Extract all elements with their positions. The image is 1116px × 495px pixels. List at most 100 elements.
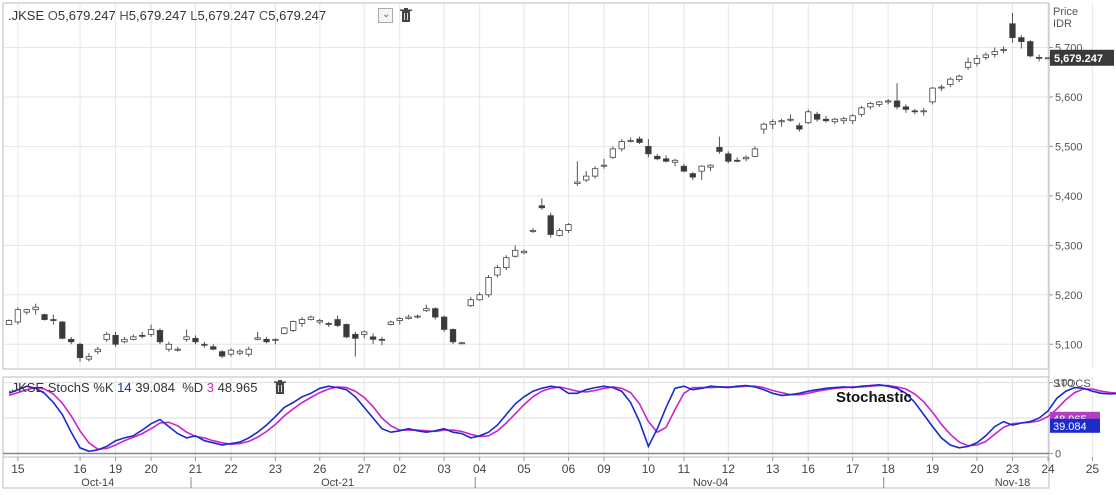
candle-body xyxy=(68,338,75,343)
open-value: 5,679.247 xyxy=(57,8,116,23)
candle-body xyxy=(982,54,989,58)
candle-body xyxy=(885,100,892,103)
date-tick-label: 02 xyxy=(393,462,407,476)
candle-body xyxy=(964,61,972,68)
candle-body xyxy=(902,106,910,110)
candle-body xyxy=(680,165,688,172)
open-label: O xyxy=(47,8,58,23)
price-dropdown-button[interactable]: ⌄ xyxy=(378,8,393,23)
k-value-badge xyxy=(1050,418,1100,433)
candle-body xyxy=(636,138,643,143)
candle-body xyxy=(689,173,696,178)
candle-body xyxy=(272,338,279,341)
date-tick-label: 25 xyxy=(1086,462,1100,476)
candle-body xyxy=(50,319,57,321)
candle-body xyxy=(609,148,617,158)
date-tick-label: 09 xyxy=(597,462,611,476)
candle-body xyxy=(973,57,981,64)
stoch-legend: .JKSE StochS %K 14 39.084 %D 3 48.965 xyxy=(8,380,257,395)
date-tick-label: 21 xyxy=(189,462,203,476)
candle-body xyxy=(529,230,537,232)
candle-body xyxy=(938,86,945,89)
candle-body xyxy=(805,111,812,124)
date-tick-label: 05 xyxy=(517,462,531,476)
candle-body xyxy=(1027,41,1034,57)
candle-body xyxy=(245,348,252,355)
last-price-badge xyxy=(1050,49,1114,66)
candle-body xyxy=(813,113,821,120)
date-tick-label: 22 xyxy=(224,462,238,476)
chevron-down-icon: ⌄ xyxy=(382,9,391,20)
candle-body xyxy=(32,306,39,311)
close-value: 5,679.247 xyxy=(268,8,327,23)
close-label: C xyxy=(258,8,269,23)
candle-body xyxy=(645,146,652,155)
price-ytick-label: 5,500 xyxy=(1055,141,1083,153)
stoch-k-line xyxy=(8,383,1116,453)
candle-body xyxy=(556,230,563,236)
date-tick-label: 20 xyxy=(970,462,984,476)
candle-body xyxy=(263,338,270,343)
candle-body xyxy=(574,181,581,184)
price-ytick-label: 5,200 xyxy=(1055,290,1083,302)
candle-body xyxy=(840,118,847,122)
candle-body xyxy=(742,156,750,160)
candle-body xyxy=(583,175,590,181)
candle-body xyxy=(778,120,785,123)
stochastic-annotation: Stochastic xyxy=(836,389,912,406)
candle-body xyxy=(893,100,901,108)
week-label: Nov-04 xyxy=(693,477,728,489)
d-value: 48.965 xyxy=(217,380,258,395)
candle-body xyxy=(23,309,30,313)
candle-body xyxy=(920,110,927,113)
candle-body xyxy=(796,125,803,130)
candle-body xyxy=(378,338,386,341)
date-tick-label: 10 xyxy=(642,462,656,476)
low-label: L xyxy=(190,8,198,23)
candle-body xyxy=(183,336,190,340)
candle-body xyxy=(1000,49,1007,51)
candle-body xyxy=(192,337,199,343)
candle-body xyxy=(210,346,217,350)
price-ytick-label: 5,600 xyxy=(1055,92,1083,104)
candle-body xyxy=(236,350,244,354)
candle-body xyxy=(467,299,474,307)
candle-body xyxy=(716,147,723,152)
date-tick-label: 03 xyxy=(437,462,451,476)
stoch-trash-icon[interactable] xyxy=(273,380,287,395)
candle-body xyxy=(218,351,226,357)
date-tick-label: 13 xyxy=(766,462,780,476)
candle-body xyxy=(485,277,492,296)
candle-body xyxy=(174,348,181,351)
candle-body xyxy=(956,75,963,81)
candle-body xyxy=(227,349,235,355)
candle-body xyxy=(414,315,421,318)
candle-body xyxy=(671,159,679,163)
trash-icon[interactable] xyxy=(399,8,413,23)
price-axis-unit: IDR xyxy=(1053,18,1072,30)
candle-body xyxy=(769,121,776,125)
price-ytick-label: 5,300 xyxy=(1055,240,1083,252)
date-tick-label: 17 xyxy=(846,462,860,476)
stoch-ytick-label: 100 xyxy=(1055,378,1073,390)
candle-body xyxy=(281,327,288,334)
candle-body xyxy=(14,309,22,323)
candle-body xyxy=(787,118,794,121)
candle-body xyxy=(41,314,48,320)
candle-body xyxy=(654,155,661,160)
d-period: 3 xyxy=(206,380,215,395)
candle-body xyxy=(520,250,528,254)
last-price-label: 5,679.247 xyxy=(1054,53,1103,65)
candle-body xyxy=(565,224,572,231)
date-tick-label: 20 xyxy=(144,462,158,476)
candle-body xyxy=(352,333,359,339)
candle-body xyxy=(201,343,208,346)
candle-body xyxy=(396,318,403,321)
date-tick-label: 04 xyxy=(473,462,487,476)
low-value: 5,679.247 xyxy=(197,8,256,23)
date-tick-label: 11 xyxy=(678,462,691,476)
candle-body xyxy=(707,164,714,168)
candle-body xyxy=(334,319,341,326)
